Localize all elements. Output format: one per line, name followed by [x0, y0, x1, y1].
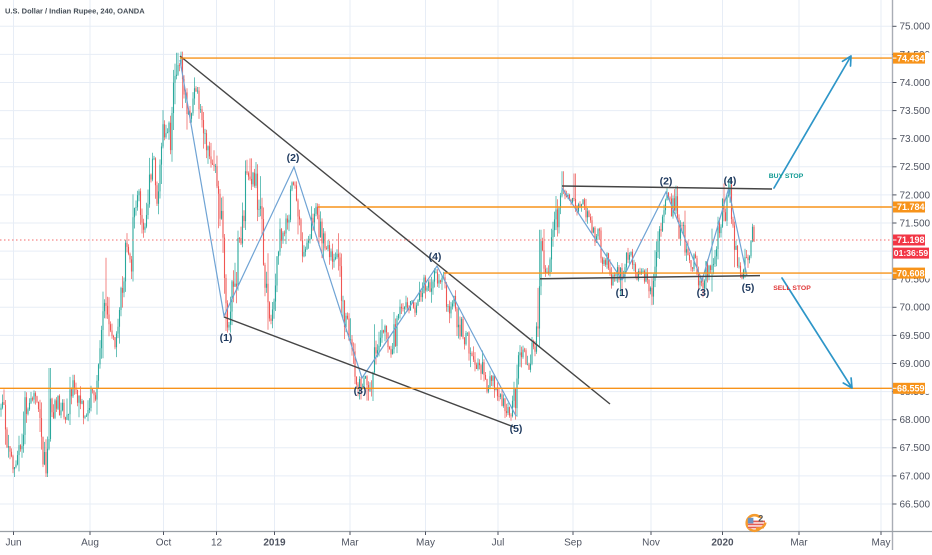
svg-text:12: 12: [211, 538, 223, 549]
svg-text:71.784: 71.784: [897, 202, 925, 212]
svg-text:(5): (5): [510, 423, 523, 435]
svg-text:70.500: 70.500: [900, 275, 931, 286]
svg-text:67.000: 67.000: [900, 471, 931, 482]
svg-text:68.000: 68.000: [900, 415, 931, 426]
svg-text:(1): (1): [220, 332, 233, 344]
svg-text:2: 2: [758, 514, 763, 524]
svg-text:01:36:59: 01:36:59: [894, 248, 929, 258]
svg-text:May: May: [872, 538, 891, 549]
svg-text:Aug: Aug: [81, 538, 99, 549]
svg-text:72.000: 72.000: [900, 190, 931, 201]
svg-text:69.000: 69.000: [900, 359, 931, 370]
svg-text:69.500: 69.500: [900, 331, 931, 342]
svg-text:Jun: Jun: [5, 538, 21, 549]
svg-text:73.000: 73.000: [900, 134, 931, 145]
svg-text:Jul: Jul: [492, 538, 505, 549]
svg-text:(3): (3): [354, 385, 367, 397]
svg-text:(1): (1): [616, 287, 629, 299]
svg-text:66.500: 66.500: [900, 499, 931, 510]
svg-text:70.000: 70.000: [900, 303, 931, 314]
svg-text:BUY STOP: BUY STOP: [769, 173, 804, 180]
svg-text:70.608: 70.608: [897, 268, 925, 278]
svg-text:Oct: Oct: [156, 538, 172, 549]
svg-text:(5): (5): [742, 282, 755, 294]
svg-text:May: May: [416, 538, 435, 549]
svg-text:73.500: 73.500: [900, 106, 931, 117]
svg-text:72.500: 72.500: [900, 162, 931, 173]
svg-text:75.000: 75.000: [900, 22, 931, 33]
svg-text:71.500: 71.500: [900, 218, 931, 229]
svg-text:2019: 2019: [263, 538, 286, 549]
svg-text:(2): (2): [660, 176, 673, 188]
svg-text:74.434: 74.434: [897, 53, 925, 63]
svg-text:Nov: Nov: [642, 538, 660, 549]
svg-text:(3): (3): [697, 287, 710, 299]
svg-text:SELL STOP: SELL STOP: [773, 285, 811, 292]
svg-text:68.559: 68.559: [897, 384, 925, 394]
svg-text:Sep: Sep: [564, 538, 582, 549]
svg-text:Mar: Mar: [790, 538, 808, 549]
svg-text:U.S. Dollar / Indian Rupee, 24: U.S. Dollar / Indian Rupee, 240, OANDA: [5, 7, 145, 16]
svg-text:Mar: Mar: [341, 538, 359, 549]
svg-text:2020: 2020: [711, 538, 734, 549]
svg-text:74.000: 74.000: [900, 78, 931, 89]
svg-text:71.198: 71.198: [897, 235, 925, 245]
svg-text:67.500: 67.500: [900, 443, 931, 454]
svg-text:(4): (4): [724, 175, 737, 187]
svg-text:(4): (4): [429, 251, 442, 263]
svg-text:(2): (2): [287, 152, 300, 164]
